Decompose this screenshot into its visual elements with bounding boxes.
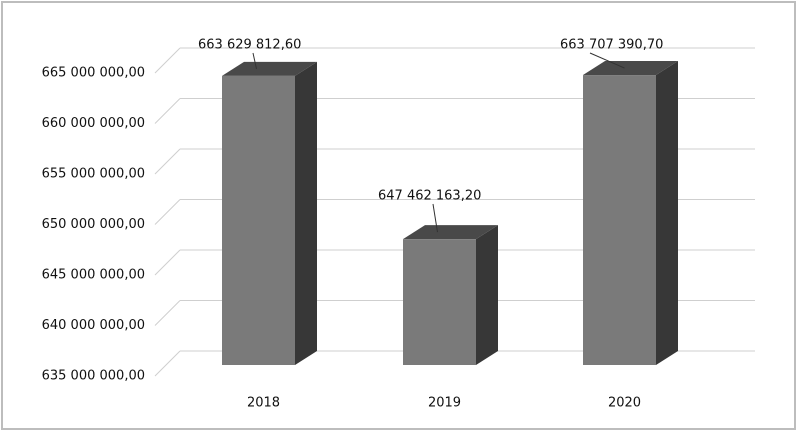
grid-line: [154, 47, 181, 74]
bar-top: [583, 61, 678, 76]
bar-side: [656, 61, 678, 365]
bar: [403, 239, 476, 365]
x-tick-label: 2019: [428, 396, 461, 411]
x-tick-label: 2020: [608, 396, 641, 411]
grid-line: [154, 350, 181, 377]
grid-line: [154, 148, 181, 175]
grid-line: [154, 199, 181, 225]
y-tick-label: 635 000 000,00: [42, 369, 145, 384]
data-label: 647 462 163,20: [378, 189, 481, 204]
y-tick-label: 665 000 000,00: [42, 66, 145, 81]
bar: [583, 75, 656, 365]
leader-line: [589, 52, 625, 69]
y-tick-label: 655 000 000,00: [42, 167, 145, 182]
y-tick-label: 650 000 000,00: [42, 217, 145, 232]
y-tick-label: 660 000 000,00: [42, 116, 145, 131]
bar-top: [222, 61, 317, 76]
x-tick-label: 2018: [247, 396, 280, 411]
y-tick-label: 645 000 000,00: [42, 268, 145, 283]
data-label: 663 707 390,70: [560, 38, 663, 53]
leader-line: [252, 52, 257, 69]
y-tick-label: 640 000 000,00: [42, 318, 145, 333]
bar-top: [403, 225, 498, 240]
grid-line: [154, 249, 181, 276]
bar-side: [295, 61, 317, 365]
bar-side: [476, 225, 498, 365]
data-label: 663 629 812,60: [198, 38, 301, 53]
bar: [222, 75, 295, 365]
leader-line: [432, 203, 438, 233]
grid-line: [154, 98, 181, 124]
grid-line: [154, 300, 181, 326]
